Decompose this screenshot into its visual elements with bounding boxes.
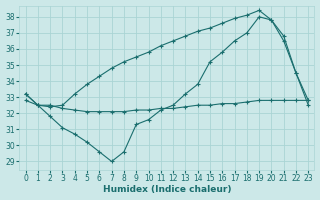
X-axis label: Humidex (Indice chaleur): Humidex (Indice chaleur) (103, 185, 231, 194)
